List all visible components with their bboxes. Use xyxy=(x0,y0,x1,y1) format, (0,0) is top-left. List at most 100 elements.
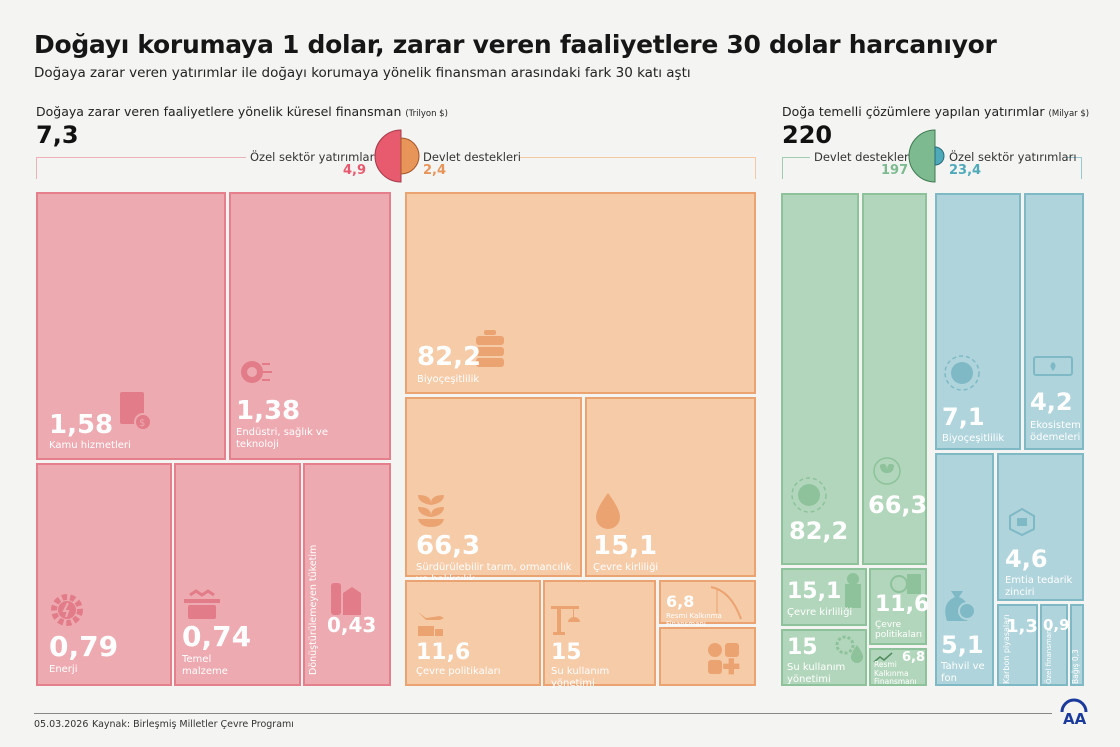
tile-donusturulemeyen: 0,43 Dönüştürülemeyen tüketim xyxy=(303,463,391,686)
right-bracket-private xyxy=(1066,157,1082,179)
value-label: 15 xyxy=(551,640,582,665)
right-bracket-public xyxy=(782,157,810,179)
water-gear-icon xyxy=(835,635,863,663)
energy-gear-icon xyxy=(51,594,83,626)
tile-ekosistem-odemeleri: 4,2 Ekosistem ödemeleri xyxy=(1024,193,1084,450)
construction-crane-icon xyxy=(551,606,580,635)
tile-kamu-hizmetleri: $ 1,58 Kamu hizmetleri xyxy=(36,192,226,460)
tile-diger xyxy=(659,627,756,686)
biodiversity-globe-icon xyxy=(791,477,827,513)
value-label: 15,1 xyxy=(787,579,842,604)
category-label: Biyoçeşitlilik xyxy=(942,433,1005,444)
left-section-title: Doğaya zarar veren faaliyetlere yönelik … xyxy=(36,104,448,119)
oil-barrel-icon xyxy=(476,330,504,367)
category-label: Temel malzeme xyxy=(182,654,228,677)
category-label: Dönüştürülemeyen tüketim xyxy=(308,544,319,675)
svg-text:AA: AA xyxy=(1063,710,1087,726)
value-label: 66,3 xyxy=(416,531,481,561)
value-label: 1,58 xyxy=(49,410,114,440)
material-basket-icon xyxy=(184,589,220,619)
category-label: Enerji xyxy=(49,664,78,675)
footer-date: 05.03.2026 xyxy=(34,719,89,730)
value-label: 82,2 xyxy=(417,342,482,372)
value-label: 1,38 xyxy=(236,396,301,426)
category-label: Çevre kirliliği xyxy=(593,562,659,573)
value-label: 0,79 xyxy=(49,630,119,663)
supply-chain-network-icon xyxy=(1009,507,1035,537)
value-label: 4,2 xyxy=(1030,388,1073,416)
value-label: 11,6 xyxy=(416,640,471,665)
left-split-circle-icon xyxy=(374,129,420,183)
left-unit: (Trilyon $) xyxy=(405,109,448,119)
legend-private-value: 4,9 xyxy=(343,163,367,178)
category-label: Endüstri, sağlık ve teknoloji xyxy=(236,427,329,450)
category-label: Resmi Kalkınma Finansmanı xyxy=(666,612,722,629)
category-label: Biyoçeşitlilik xyxy=(417,374,480,385)
legend-private-label-right: Özel sektör yatırımları xyxy=(949,150,1077,164)
agriculture-leaf-icon xyxy=(418,495,444,527)
legend-public-label-right: Devlet destekleri xyxy=(814,150,912,164)
legend-private-value-right: 23,4 xyxy=(949,163,982,178)
category-label: Resmi Kalkınma Finansmanı xyxy=(874,660,917,687)
tile-biyocesitlilik-devlet: 82,2 82,2 xyxy=(781,193,859,565)
value-label: 82,2 xyxy=(789,517,849,545)
value-label: 6,8 xyxy=(666,592,695,611)
category-label: Sürdürülebilir tarım, ormancılık ve balı… xyxy=(416,562,572,585)
tile-enerji: 0,79 Enerji xyxy=(36,463,172,686)
value-label: 11,6 xyxy=(875,592,930,617)
industry-tech-gear-icon xyxy=(241,361,272,383)
tile-resmi-kalkinma: 6,8 Resmi Kalkınma Finansmanı xyxy=(869,648,927,686)
value-label: 66,3 xyxy=(868,491,928,519)
value-label: 0,9 xyxy=(1043,616,1070,634)
aa-logo-icon[interactable]: AA xyxy=(1059,698,1089,726)
pollution-factory-icon xyxy=(845,573,861,608)
policy-document-icon xyxy=(890,574,921,594)
category-label: Su kullanım yönetimi xyxy=(551,666,610,689)
category-label: Emtia tedarik zinciri xyxy=(1005,575,1073,598)
page-title: Doğayı korumaya 1 dolar, zarar veren faa… xyxy=(34,30,997,59)
tile-emtia-tedarik: 4,6 Emtia tedarik zinciri xyxy=(997,453,1084,601)
left-bracket-private xyxy=(36,157,246,179)
money-bag-icon xyxy=(945,591,976,621)
category-label: Çevre kirliliği xyxy=(787,607,853,618)
value-label: 6,8 xyxy=(902,650,926,665)
value-label: 7,1 xyxy=(942,403,985,431)
footer-source: Kaynak: Birleşmiş Milletler Çevre Progra… xyxy=(92,719,294,730)
tile-su: 15,1 Çevre kirliliği xyxy=(585,397,756,577)
category-label: Ekosistem ödemeleri xyxy=(1030,420,1081,443)
tile-tarim: 66,3 Sürdürülebilir tarım, ormancılık ve… xyxy=(405,397,582,585)
tile-biyocesitlilik-ozel: 7,1 Biyoçeşitlilik xyxy=(935,193,1021,450)
value-label: 1,3 xyxy=(1006,616,1038,637)
left-bracket-public xyxy=(520,157,756,179)
water-drop-icon xyxy=(596,493,620,529)
tile-tahvil-fon: 5,1 Tahvil ve fon xyxy=(935,453,994,686)
value-label: 0,74 xyxy=(182,620,252,653)
svg-text:$: $ xyxy=(139,418,145,429)
utility-bill-icon: $ xyxy=(120,392,152,431)
value-label: 5,1 xyxy=(941,631,984,659)
tile-karbon-piyasalari: 1,3 Karbon piyasaları xyxy=(997,604,1038,686)
legend-public-label: Devlet destekleri xyxy=(423,150,521,164)
footer-divider xyxy=(34,713,1052,714)
other-shapes-icon xyxy=(708,643,740,675)
transport-plane-truck-icon xyxy=(418,612,444,636)
right-total: 220 xyxy=(782,121,833,149)
right-section-title: Doğa temelli çözümlere yapılan yatırımla… xyxy=(782,104,1090,119)
category-label: Tahvil ve fon xyxy=(941,661,985,684)
category-label: Çevre politikaları xyxy=(416,666,501,677)
tile-endustri: 1,38 Endüstri, sağlık ve teknoloji xyxy=(229,192,391,460)
tile-su-kullanim: 15 Su kullanım yönetimi xyxy=(781,629,867,686)
category-label: Özel finansman xyxy=(1045,629,1053,684)
tile-temel-malzeme: 0,74 Temel malzeme xyxy=(174,463,301,686)
page-subtitle: Doğaya zarar veren yatırımlar ile doğayı… xyxy=(34,65,691,81)
category-label: Kamu hizmetleri xyxy=(49,440,131,451)
sustainable-cycle-icon xyxy=(873,457,901,485)
fishing-rod-icon xyxy=(710,586,742,620)
biodiversity-globe-icon xyxy=(944,355,980,391)
right-split-circle-icon xyxy=(908,129,945,183)
left-total: 7,3 xyxy=(36,121,79,149)
tile-fosil-yakitlar: 82,2 Biyoçeşitlilik xyxy=(405,192,756,394)
tile-balikcilik: 6,8 Resmi Kalkınma Finansmanı xyxy=(659,580,756,628)
packaged-goods-icon xyxy=(331,583,361,615)
trend-arrow-icon xyxy=(873,652,893,663)
